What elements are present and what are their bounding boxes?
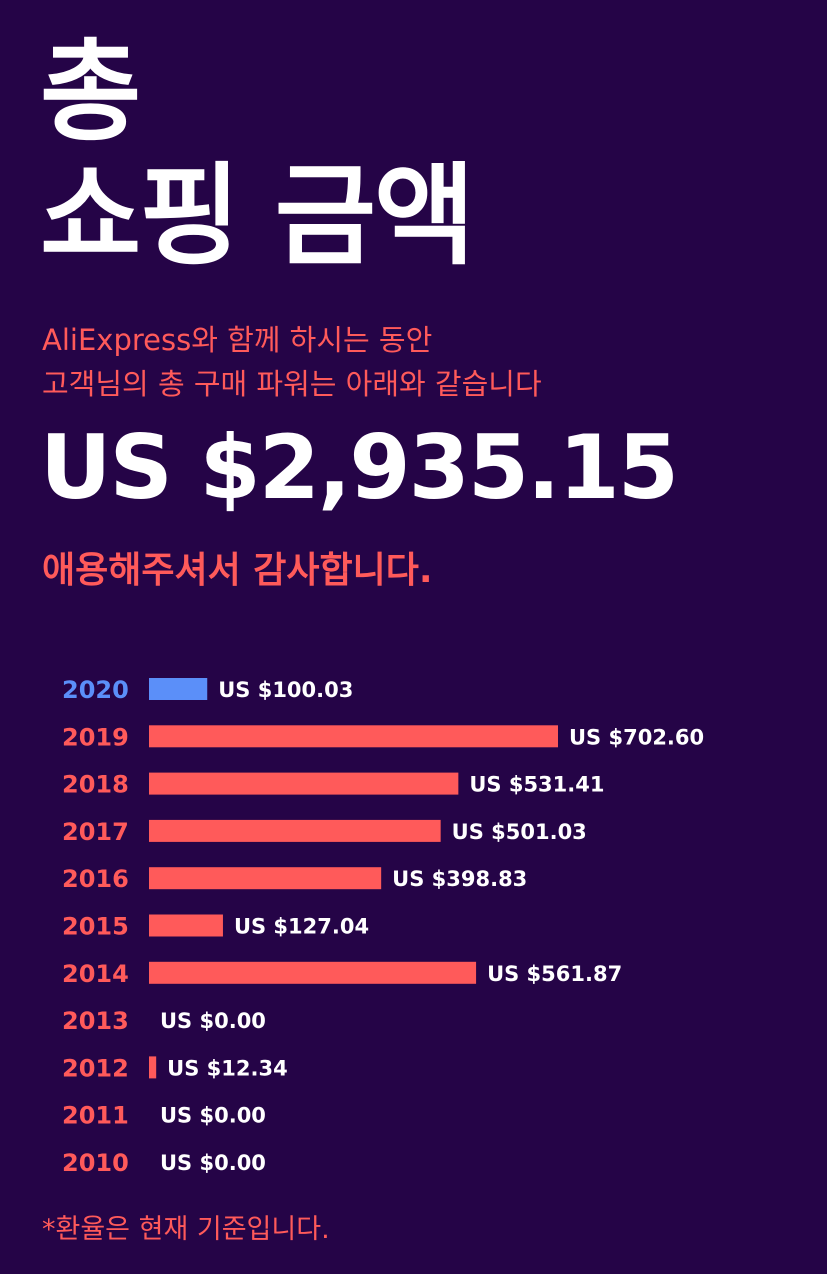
year-label-2015: 2015 <box>62 913 129 941</box>
year-label-2020: 2020 <box>62 676 129 704</box>
bar-2016 <box>149 867 382 890</box>
thanks-message: 애용해주셔서 감사합니다. <box>42 550 433 591</box>
value-label-2017: US $501.03 <box>452 820 587 844</box>
value-label-2015: US $127.04 <box>234 915 369 939</box>
year-label-2014: 2014 <box>62 960 129 988</box>
year-label-2013: 2013 <box>62 1007 129 1035</box>
page-title: 총 쇼핑 금액 <box>40 28 475 280</box>
subtitle-line-2: 고객님의 총 구매 파워는 아래와 같습니다 <box>42 367 542 401</box>
exchange-rate-footnote: *환율은 현재 기준입니다. <box>42 1214 330 1245</box>
subtitle-line-1: AliExpress와 함께 하시는 동안 <box>42 323 433 357</box>
year-label-2011: 2011 <box>62 1102 129 1130</box>
year-label-2016: 2016 <box>62 865 129 893</box>
bar-2019 <box>149 725 558 748</box>
subtitle: AliExpress와 함께 하시는 동안 고객님의 총 구매 파워는 아래와 … <box>42 318 542 406</box>
bar-2015 <box>149 914 223 937</box>
value-label-2012: US $12.34 <box>167 1056 288 1080</box>
year-label-2012: 2012 <box>62 1054 129 1082</box>
bar-2018 <box>149 772 459 795</box>
year-label-2018: 2018 <box>62 771 129 799</box>
title-line-1: 총 <box>40 28 141 156</box>
total-amount: US $2,935.15 <box>40 416 679 519</box>
value-label-2019: US $702.60 <box>569 725 704 749</box>
value-label-2020: US $100.03 <box>218 678 353 702</box>
bar-2014 <box>149 961 477 984</box>
year-label-2017: 2017 <box>62 818 129 846</box>
value-label-2010: US $0.00 <box>160 1151 266 1175</box>
bar-2012 <box>149 1056 157 1079</box>
value-label-2013: US $0.00 <box>160 1009 266 1033</box>
bar-2020 <box>149 678 208 700</box>
value-label-2016: US $398.83 <box>392 867 527 891</box>
title-line-2: 쇼핑 금액 <box>40 152 475 280</box>
value-label-2018: US $531.41 <box>469 773 604 797</box>
year-label-2010: 2010 <box>62 1149 129 1177</box>
year-label-2019: 2019 <box>62 723 129 751</box>
bar-2017 <box>149 819 441 842</box>
value-label-2014: US $561.87 <box>487 962 622 986</box>
yearly-spending-bar-chart: 2020 US $100.03 2019 US $702.60 2018 US $531.… <box>62 676 704 1177</box>
value-label-2011: US $0.00 <box>160 1104 266 1128</box>
